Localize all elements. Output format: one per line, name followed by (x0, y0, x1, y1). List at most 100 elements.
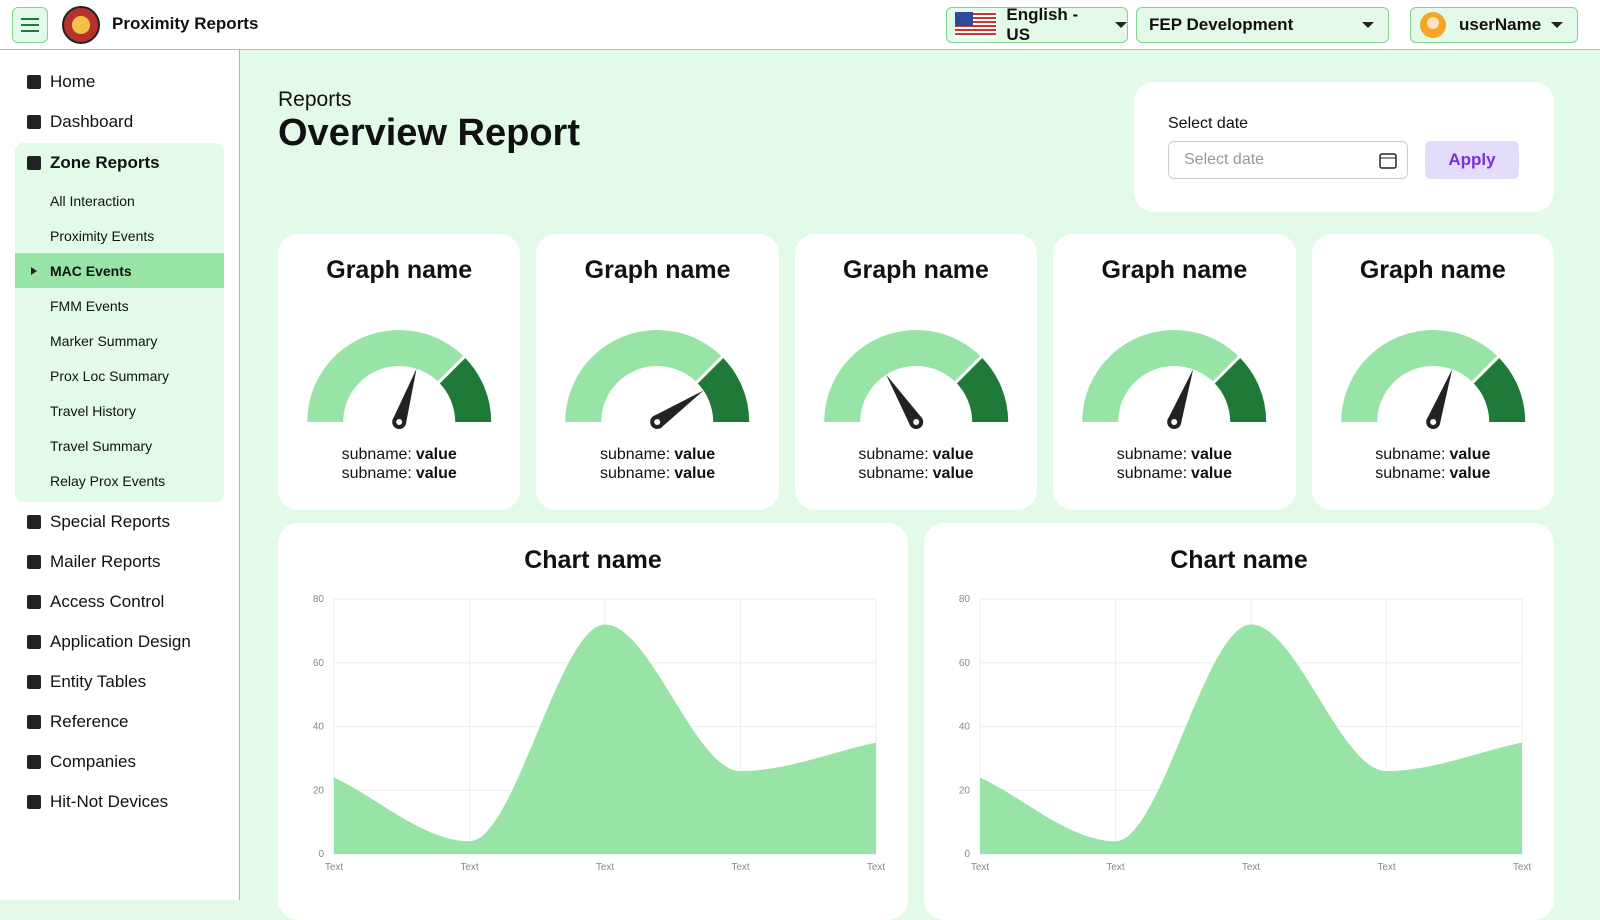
menu-icon (27, 115, 41, 129)
submenu-label: Proximity Events (50, 227, 155, 244)
submenu-item[interactable]: Travel History (15, 393, 224, 428)
subvalue: value (415, 446, 457, 463)
header: Proximity Reports English - US FEP Devel… (0, 0, 1600, 50)
subname: subname: (858, 465, 929, 482)
menu-item[interactable]: Entity Tables (0, 662, 239, 702)
menu-item[interactable]: Special Reports (0, 502, 239, 542)
date-filter: Select date Select date Apply (1134, 82, 1554, 212)
page-title: Overview Report (278, 112, 580, 154)
y-tick-label: 60 (313, 658, 325, 669)
gauge-band (823, 330, 982, 422)
y-tick-label: 80 (313, 594, 325, 605)
submenu-item[interactable]: Prox Loc Summary (15, 358, 224, 393)
menu-icon (27, 555, 41, 569)
submenu-item[interactable]: MAC Events (15, 253, 224, 288)
menu-item[interactable]: Application Design (0, 622, 239, 662)
y-tick-label: 40 (959, 722, 971, 733)
environment: FEP Development (1149, 15, 1294, 34)
user-name: userName (1459, 15, 1542, 34)
subvalue: value (1449, 465, 1491, 482)
menu-group-header[interactable]: Zone Reports (15, 143, 224, 183)
apply-button[interactable]: Apply (1425, 141, 1519, 179)
gauge-band (955, 356, 1008, 422)
submenu-item[interactable]: Marker Summary (15, 323, 224, 358)
subvalue: value (674, 465, 716, 482)
menu-icon (21, 18, 39, 32)
y-tick-label: 0 (964, 849, 970, 860)
calendar-icon (1379, 153, 1397, 169)
submenu-item[interactable]: All Interaction (15, 183, 224, 218)
subname: subname: (341, 465, 412, 482)
gauge-card: Graph name subname: value subname: value (278, 234, 521, 510)
band-divider (1470, 355, 1500, 385)
gauge-title: Graph name (1101, 256, 1248, 284)
gauge-title: Graph name (1359, 256, 1506, 284)
area-chart: 0 20 40 60 80 Text Text Text Text Text (313, 594, 886, 873)
menu-item[interactable]: Mailer Reports (0, 542, 239, 582)
gauge-subline: subname: value (795, 465, 1037, 483)
chart-title: Chart name (524, 546, 662, 574)
subvalue: value (932, 446, 974, 463)
gauge-card: Graph name subname: value subname: value (1311, 234, 1554, 510)
icon-shape (27, 156, 41, 170)
submenu-label: Travel History (50, 402, 136, 419)
gauge-title: Graph name (326, 256, 473, 284)
subname: subname: (1116, 446, 1188, 463)
gauge-band (1472, 356, 1525, 422)
gauge-band (307, 330, 465, 422)
menu-item[interactable]: Reference (0, 702, 239, 742)
x-tick-label: Text (325, 862, 344, 873)
menu-label: Hit-Not Devices (50, 792, 169, 811)
gauge-subline: subname: value (278, 465, 520, 483)
subname: subname: (1116, 465, 1188, 482)
gauge-needle (885, 374, 922, 426)
gauge-title: Graph name (843, 256, 989, 284)
subname: subname: (1375, 446, 1446, 463)
x-tick-label: Text (1106, 862, 1125, 873)
submenu-item[interactable]: Proximity Events (15, 218, 224, 253)
menu-label: Home (50, 72, 96, 91)
chart-card: Chart name 0 20 40 60 80 Text Text Text Text Text (924, 523, 1554, 920)
band-divider (695, 355, 725, 385)
menu-icon (27, 595, 41, 609)
gauge-subline: subname: value (1053, 465, 1295, 483)
date-input[interactable]: Select date (1168, 141, 1408, 179)
icon-shape (27, 755, 41, 769)
active-arrow (31, 266, 37, 275)
menu-button[interactable] (12, 7, 48, 43)
environment-select[interactable]: FEP Development (1136, 7, 1389, 43)
language: English - US (1006, 5, 1079, 44)
menu-item[interactable]: Dashboard (0, 102, 239, 142)
gauge-subline: subname: value (536, 446, 778, 464)
submenu-item[interactable]: Relay Prox Events (15, 463, 224, 498)
submenu-label: All Interaction (50, 192, 135, 209)
submenu-label: Relay Prox Events (50, 472, 166, 489)
menu-icon (27, 715, 41, 729)
chart-card: Chart name 0 20 40 60 80 Text Text Text Text Text (278, 523, 908, 920)
menu-item[interactable]: Access Control (0, 582, 239, 622)
logo (62, 6, 100, 44)
submenu-item[interactable]: Travel Summary (15, 428, 224, 463)
user-menu[interactable]: userName (1410, 7, 1578, 43)
submenu-label: Travel Summary (50, 437, 153, 454)
x-tick-label: Text (1513, 862, 1532, 873)
icon-shape (27, 795, 41, 809)
menu-icon (27, 515, 41, 529)
menu-item[interactable]: Companies (0, 742, 239, 782)
subvalue: value (415, 465, 457, 482)
subname: subname: (599, 465, 671, 482)
gauge-band (1213, 356, 1267, 422)
y-tick-label: 40 (313, 722, 325, 733)
menu-label: Special Reports (50, 512, 171, 531)
subvalue: value (674, 446, 716, 463)
menu-label: Access Control (50, 592, 165, 611)
gauge-card: Graph name subname: value subname: value (536, 234, 779, 510)
band-divider (437, 355, 467, 385)
menu-item[interactable]: Home (0, 62, 239, 102)
menu-item[interactable]: Hit-Not Devices (0, 782, 239, 822)
submenu-item[interactable]: FMM Events (15, 288, 224, 323)
menu-label: Dashboard (50, 112, 134, 131)
gauge-subline: subname: value (1312, 446, 1554, 464)
language-select[interactable]: English - US (946, 5, 1128, 44)
